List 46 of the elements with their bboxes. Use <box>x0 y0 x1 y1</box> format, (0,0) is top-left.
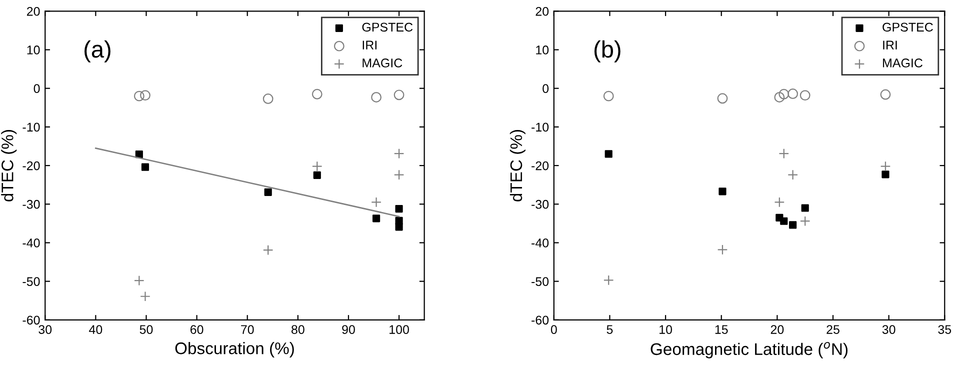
y-tick-label: 10 <box>27 46 40 54</box>
y-tick-label: -40 <box>22 238 40 248</box>
y-tick-label: -30 <box>22 200 40 209</box>
y-tick-label: -40 <box>532 238 549 248</box>
y-tick-label: 20 <box>26 6 40 16</box>
x-tick-label: 30 <box>38 325 52 334</box>
x-tick-label: 80 <box>292 325 304 334</box>
legend-label: IRI <box>883 40 897 50</box>
y-tick-label: -50 <box>532 277 549 286</box>
annotation: (b) <box>594 40 620 62</box>
y-tick-label: -30 <box>532 200 549 209</box>
x-tick-label: 40 <box>89 325 102 334</box>
x-axis-title: Geomagnetic Latitude ($^{o}$N) <box>650 342 848 358</box>
annotation: (a) <box>84 40 110 62</box>
y-axis-title: dTEC (%) <box>510 130 526 202</box>
x-tick-label: 20 <box>770 325 784 334</box>
y-tick-label: -60 <box>532 316 549 325</box>
y-tick-label: 10 <box>536 46 549 54</box>
x-tick-label: 0 <box>550 325 557 334</box>
x-tick-label: 15 <box>715 325 728 334</box>
y-tick-label: -10 <box>532 122 549 132</box>
legend-label: MAGIC <box>362 58 402 68</box>
y-tick-label: -20 <box>532 161 549 170</box>
legend-label: GPSTEC <box>882 22 933 32</box>
x-tick-label: 10 <box>660 325 672 334</box>
x-tick-label: 100 <box>390 325 409 334</box>
x-tick-label: 90 <box>342 325 355 334</box>
x-axis-title: Obscuration (%) <box>175 342 294 358</box>
legend-label: MAGIC <box>883 58 922 68</box>
x-tick-label: 25 <box>826 325 840 334</box>
y-tick-label: -60 <box>22 316 40 325</box>
x-tick-label: 60 <box>190 325 204 334</box>
y-tick-label: -50 <box>22 277 40 286</box>
x-tick-label: 70 <box>241 325 254 334</box>
y-tick-label: -10 <box>22 122 40 132</box>
y-tick-label: 20 <box>536 6 549 16</box>
x-tick-label: 50 <box>140 325 153 334</box>
legend-label: IRI <box>362 40 376 50</box>
legend-label: GPSTEC <box>362 22 413 32</box>
y-tick-label: 0 <box>542 84 549 93</box>
y-tick-label: 0 <box>34 84 40 93</box>
x-tick-label: 30 <box>882 325 896 334</box>
y-axis-title: dTEC (%) <box>1 130 17 202</box>
y-tick-label: -20 <box>22 161 40 170</box>
x-tick-label: 35 <box>938 325 952 334</box>
x-tick-label: 5 <box>606 325 613 334</box>
